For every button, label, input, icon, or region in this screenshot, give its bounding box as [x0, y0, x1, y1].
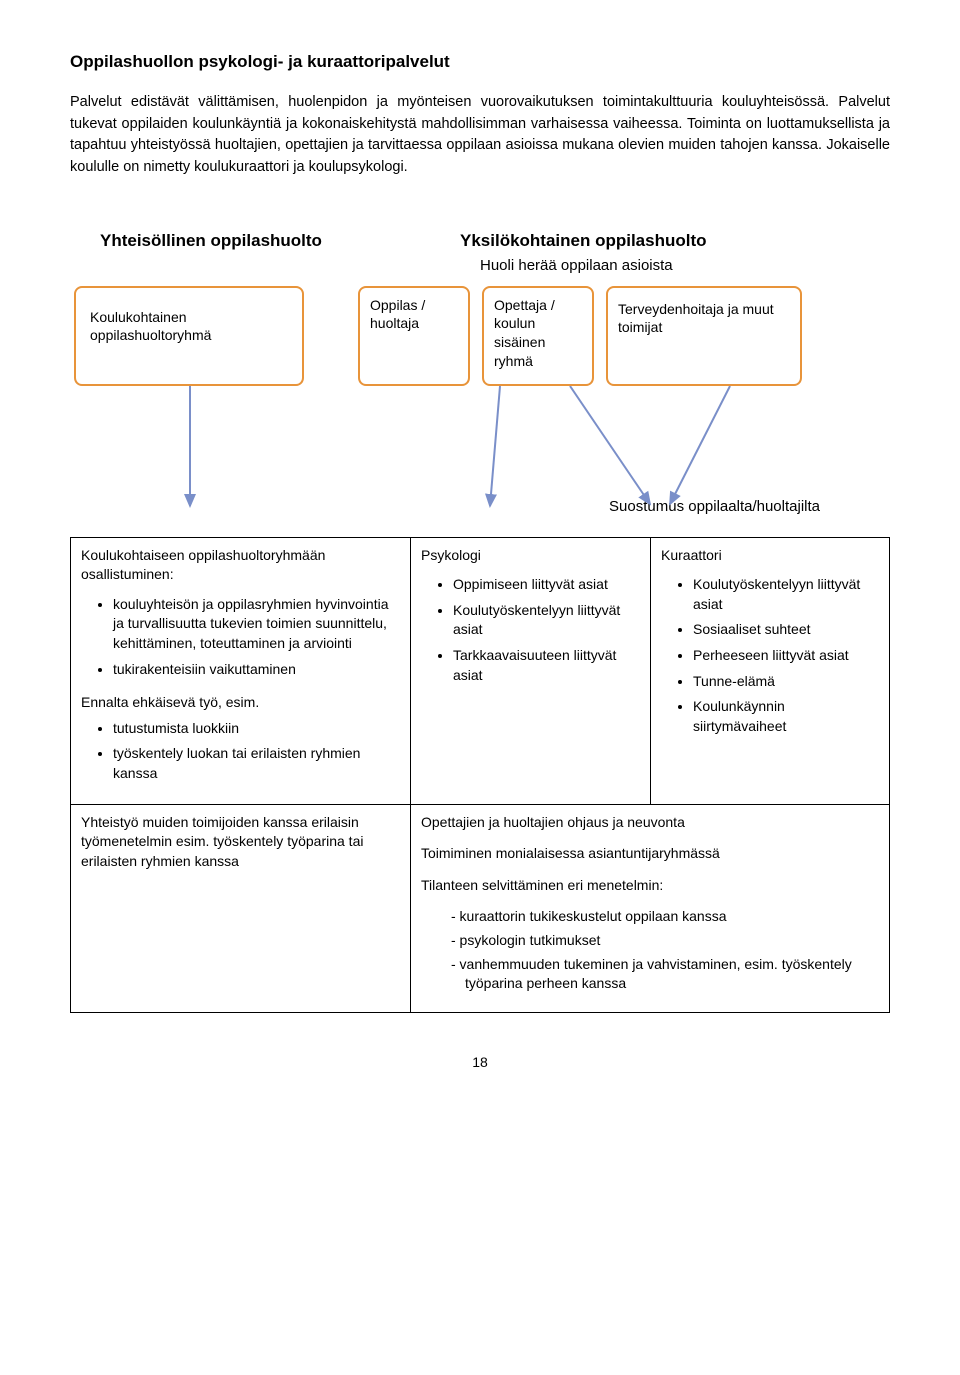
r2-p1: Opettajien ja huoltajien ohjaus ja neuvo…	[421, 813, 879, 833]
boxes-row: Koulukohtainen oppilashuoltoryhmä Oppila…	[70, 286, 890, 386]
list-item: - psykologin tutkimukset	[451, 931, 879, 951]
diagram-headers: Yhteisöllinen oppilashuolto Yksilökohtai…	[70, 229, 890, 276]
r1c2-bullets: Oppimiseen liittyvät asiat Koulutyöskente…	[421, 575, 640, 685]
list-item: Perheeseen liittyvät asiat	[693, 646, 879, 666]
box-terveydenhoitaja: Terveydenhoitaja ja muut toimijat	[606, 286, 802, 386]
list-item: - vanhemmuuden tukeminen ja vahvistamine…	[451, 955, 879, 994]
r1c3-bullets: Koulutyöskentelyyn liittyvät asiat Sosiaa…	[661, 575, 879, 736]
cell-r1c3: Kuraattori Koulutyöskentelyyn liittyvät …	[651, 537, 890, 804]
box-koulukohtainen: Koulukohtainen oppilashuoltoryhmä	[74, 286, 304, 386]
list-item: Tunne-elämä	[693, 672, 879, 692]
cell-r2-right: Opettajien ja huoltajien ohjaus ja neuvo…	[411, 804, 890, 1012]
r1c1-bullets2: tutustumista luokkiin työskentely luokan …	[81, 719, 400, 784]
header-right: Yksilökohtainen oppilashuolto Huoli herä…	[430, 229, 890, 276]
list-item: Tarkkaavaisuuteen liittyvät asiat	[453, 646, 640, 685]
header-right-sub: Huoli herää oppilaan asioista	[430, 255, 890, 276]
cell-r1c1: Koulukohtaiseen oppilashuoltoryhmään osa…	[71, 537, 411, 804]
r2-p2: Toimiminen monialaisessa asiantuntijaryh…	[421, 844, 879, 864]
table-row: Yhteistyö muiden toimijoiden kanssa eril…	[71, 804, 890, 1012]
header-right-title: Yksilökohtainen oppilashuolto	[430, 229, 890, 253]
page-title: Oppilashuollon psykologi- ja kuraattorip…	[70, 50, 890, 74]
cell-r1c2: Psykologi Oppimiseen liittyvät asiat Koul…	[411, 537, 651, 804]
r1c1-subhead: Ennalta ehkäisevä työ, esim.	[81, 693, 400, 713]
r2-dash-list: - kuraattorin tukikeskustelut oppilaan k…	[421, 907, 879, 993]
page-number: 18	[70, 1053, 890, 1073]
list-item: Koulutyöskentelyyn liittyvät asiat	[453, 601, 640, 640]
info-table: Koulukohtaiseen oppilashuoltoryhmään osa…	[70, 537, 890, 1013]
r1c1-head: Koulukohtaiseen oppilashuoltoryhmään osa…	[81, 546, 400, 585]
list-item: - kuraattorin tukikeskustelut oppilaan k…	[451, 907, 879, 927]
cell-r2c1: Yhteistyö muiden toimijoiden kanssa eril…	[71, 804, 411, 1012]
r1c1-bullets1: kouluyhteisön ja oppilasryhmien hyvinvoi…	[81, 595, 400, 679]
list-item: kouluyhteisön ja oppilasryhmien hyvinvoi…	[113, 595, 400, 654]
arrows-svg	[70, 386, 890, 516]
list-item: tukirakenteisiin vaikuttaminen	[113, 660, 400, 680]
box-oppilas: Oppilas / huoltaja	[358, 286, 470, 386]
list-item: työskentely luokan tai erilaisten ryhmie…	[113, 744, 400, 783]
list-item: Koulunkäynnin siirtymävaiheet	[693, 697, 879, 736]
list-item: Sosiaaliset suhteet	[693, 620, 879, 640]
list-item: Oppimiseen liittyvät asiat	[453, 575, 640, 595]
r1c3-head: Kuraattori	[661, 546, 879, 566]
header-left: Yhteisöllinen oppilashuolto	[70, 229, 430, 276]
r1c2-head: Psykologi	[421, 546, 640, 566]
box-opettaja: Opettaja / koulun sisäinen ryhmä	[482, 286, 594, 386]
intro-paragraph: Palvelut edistävät välittämisen, huolenp…	[70, 92, 890, 179]
list-item: Koulutyöskentelyyn liittyvät asiat	[693, 575, 879, 614]
r2-p3: Tilanteen selvittäminen eri menetelmin:	[421, 876, 879, 896]
table-row: Koulukohtaiseen oppilashuoltoryhmään osa…	[71, 537, 890, 804]
arrows-row	[70, 386, 890, 516]
list-item: tutustumista luokkiin	[113, 719, 400, 739]
diagram-container: Yhteisöllinen oppilashuolto Yksilökohtai…	[70, 229, 890, 1013]
